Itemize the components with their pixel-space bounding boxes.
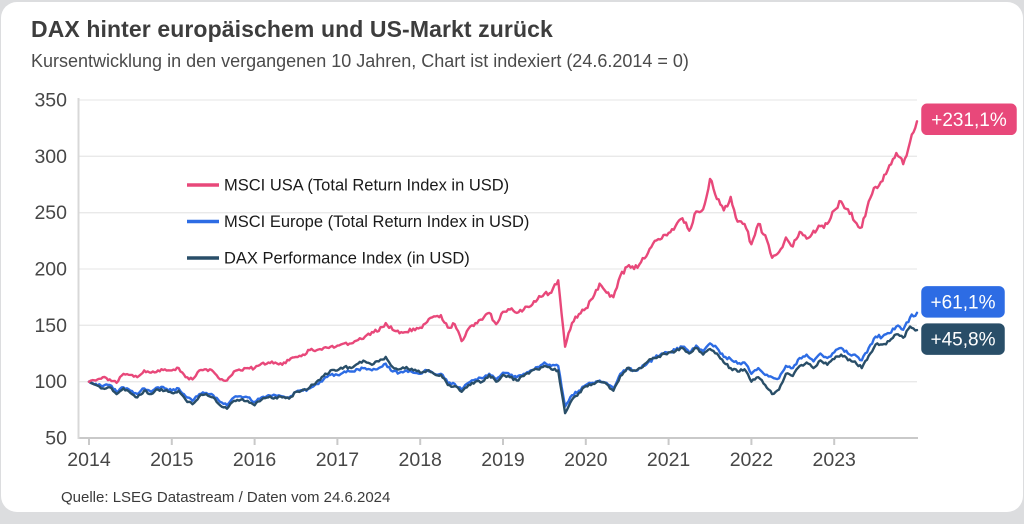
x-axis-label: 2018	[399, 449, 442, 471]
source-note: Quelle: LSEG Datastream / Daten vom 24.6…	[61, 489, 391, 506]
legend-label-dax: DAX Performance Index (in USD)	[224, 250, 470, 268]
chart-title: DAX hinter europäischem und US-Markt zur…	[31, 16, 553, 42]
x-axis-label: 2017	[316, 449, 359, 471]
y-axis-label: 250	[34, 202, 67, 224]
x-axis-label: 2020	[564, 449, 608, 471]
end-value-label-msci-usa: +231,1%	[931, 110, 1007, 131]
series-line-msci-usa	[87, 120, 919, 384]
y-axis-label: 300	[34, 146, 67, 168]
end-value-badge-msci-europe	[918, 283, 1008, 321]
y-axis-label: 350	[34, 90, 67, 112]
x-axis-label: 2016	[233, 449, 276, 471]
legend-label-msci-usa: MSCI USA (Total Return Index in USD)	[224, 177, 509, 195]
end-value-badge-dax	[918, 320, 1008, 358]
y-axis-label: 100	[34, 371, 67, 393]
y-axis-label: 50	[45, 428, 67, 450]
x-axis-label: 2014	[67, 449, 111, 471]
end-value-label-dax: +45,8%	[931, 330, 996, 351]
series-line-msci-europe	[87, 311, 919, 408]
legend-label-msci-europe: MSCI Europe (Total Return Index in USD)	[224, 213, 529, 231]
x-axis-label: 2021	[647, 449, 690, 471]
y-axis-label: 200	[34, 259, 67, 281]
series-line-dax	[87, 325, 919, 415]
end-value-badge-msci-usa	[918, 101, 1020, 138]
x-axis-label: 2022	[730, 449, 773, 471]
x-axis-label: 2015	[150, 449, 194, 471]
x-axis-label: 2019	[481, 449, 524, 471]
chart-subtitle: Kursentwicklung in den vergangenen 10 Ja…	[31, 51, 689, 71]
end-value-label-msci-europe: +61,1%	[931, 292, 996, 313]
y-axis-label: 150	[34, 315, 67, 337]
chart-card: DAX hinter europäischem und US-Markt zur…	[1, 2, 1023, 512]
x-axis-label: 2023	[813, 449, 856, 471]
